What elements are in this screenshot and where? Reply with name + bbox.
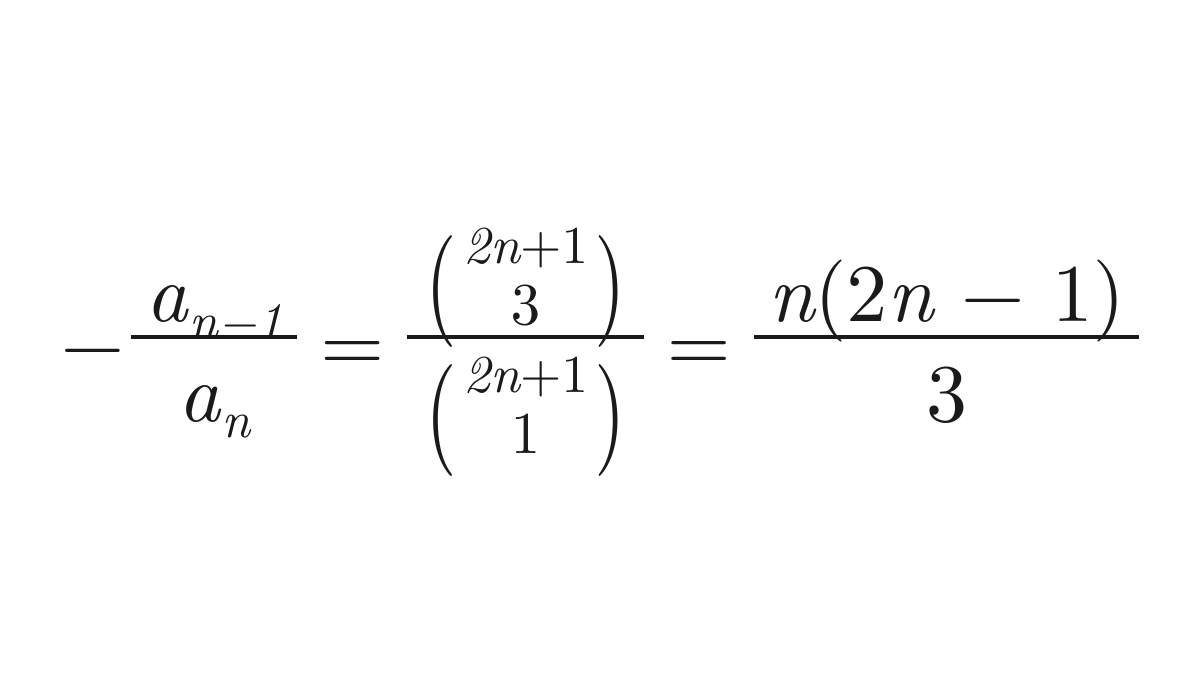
lparen-icon: ( (425, 354, 456, 449)
rhs-numerator: n(2n − 1) (754, 240, 1140, 335)
binom-bot: 3 (511, 269, 541, 331)
equals-sign: = (297, 296, 407, 378)
rhs-fraction: n(2n − 1) 3 (754, 240, 1140, 434)
lhs-numerator: an−1 (131, 240, 297, 335)
binomial-stack: 2n+1 1 (463, 343, 588, 461)
binomial-stack: 2n+1 3 (463, 214, 588, 332)
minus-sign: − (961, 229, 1025, 345)
binomial-bottom: ( 2n+1 1 ) (419, 343, 631, 461)
binomial-top: ( 2n+1 3 ) (419, 214, 631, 332)
mid-fraction: ( 2n+1 3 ) ( 2n+1 1 ) (407, 212, 644, 462)
equation: − an−1 an = ( 2n+1 3 ) ( 2n (61, 212, 1140, 462)
subscript-n: n (220, 380, 250, 452)
rhs-denominator: 3 (911, 339, 982, 434)
leading-minus: − (61, 296, 131, 378)
lhs-fraction: an−1 an (131, 240, 297, 434)
rparen-icon: ) (594, 225, 625, 320)
mid-numerator: ( 2n+1 3 ) (407, 212, 644, 333)
lhs-denominator: an (163, 339, 265, 434)
equals-sign: = (644, 296, 754, 378)
subscript-n-minus-1: n−1 (188, 281, 283, 353)
lparen-icon: ( (425, 225, 456, 320)
binom-bot: 1 (511, 398, 541, 460)
rparen-icon: ) (594, 354, 625, 449)
mid-denominator: ( 2n+1 1 ) (407, 341, 644, 462)
